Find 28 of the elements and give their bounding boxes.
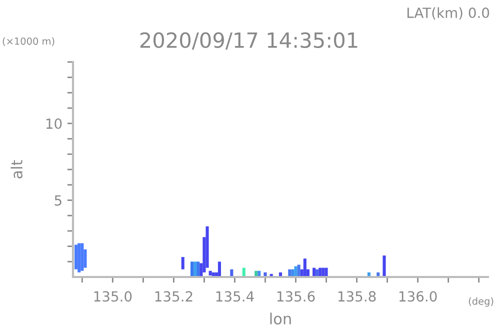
- x-tick-label: 135.2: [155, 291, 192, 302]
- y-axis-title: alt: [10, 160, 23, 178]
- chart-title: 2020/09/17 14:35:01: [140, 32, 358, 50]
- x-tick-label: 135.6: [277, 291, 315, 302]
- x-axis-title: lon: [270, 312, 291, 324]
- bar: [194, 262, 197, 277]
- bar: [303, 258, 306, 277]
- text: (×1000 m): [2, 37, 54, 46]
- bar: [208, 270, 212, 276]
- bar: [218, 262, 221, 277]
- bar: [74, 244, 78, 270]
- bar: [324, 268, 328, 277]
- x-tick-label: 135.8: [338, 291, 376, 302]
- bar: [190, 262, 194, 277]
- x-tick-label: 135.4: [216, 291, 254, 302]
- bar: [80, 243, 84, 271]
- bar: [78, 243, 81, 272]
- bar: [382, 256, 386, 277]
- bar: [196, 262, 200, 277]
- text: (deg): [468, 297, 494, 307]
- y-tick-label: 5: [54, 195, 62, 206]
- y-tick-label: 10: [46, 118, 62, 129]
- bar: [297, 264, 300, 277]
- bar: [294, 266, 298, 277]
- x-tick-label: 136.0: [399, 291, 437, 302]
- text: LAT(km) 0.0: [407, 7, 490, 20]
- bar: [181, 257, 184, 270]
- x-tick-label: 135.0: [94, 291, 132, 302]
